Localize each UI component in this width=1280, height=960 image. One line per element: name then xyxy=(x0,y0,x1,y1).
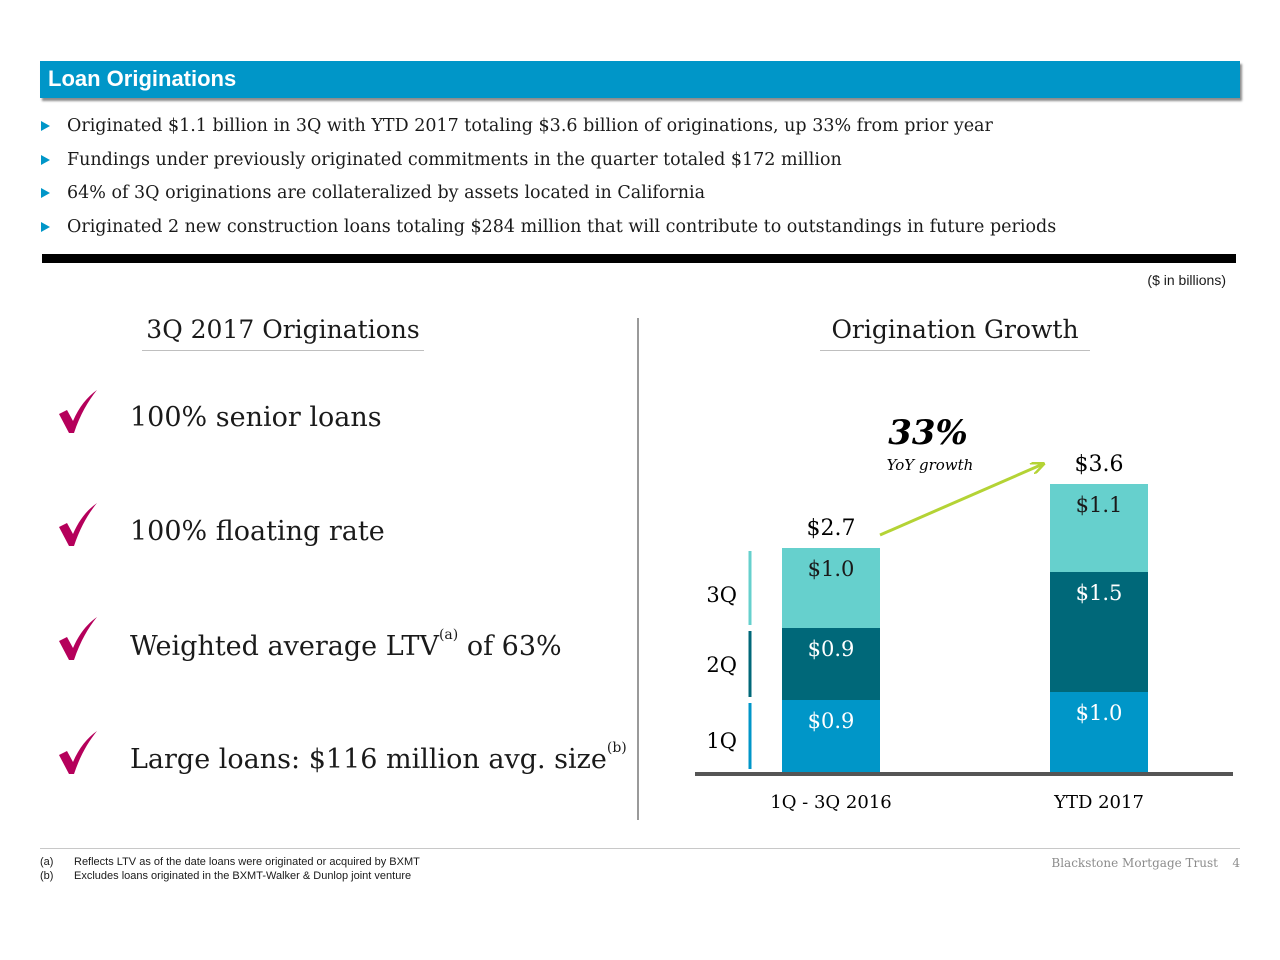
footnote-marker-a: (a) xyxy=(438,627,459,643)
bar-total-label: $3.6 xyxy=(1075,452,1124,477)
feature-text: Large loans: $116 million avg. size xyxy=(130,744,607,775)
bullet-item: Fundings under previously originated com… xyxy=(40,146,1240,180)
feature-text-suffix: of 63% xyxy=(458,631,562,662)
feature-large-loans: Large loans: $116 million avg. size(b) xyxy=(130,740,627,775)
triangle-bullet-icon xyxy=(41,154,50,165)
bullet-text: Fundings under previously originated com… xyxy=(67,149,842,170)
category-tick-label: 1Q - 3Q 2016 xyxy=(770,792,891,813)
bar-segment-2q xyxy=(782,628,880,700)
footnote-marker-b: (b) xyxy=(606,740,627,756)
footnote-b: (b) Excludes loans originated in the BXMT… xyxy=(40,869,420,883)
bar-segment-1q xyxy=(782,700,880,772)
right-heading-underline xyxy=(820,350,1090,351)
left-heading-underline xyxy=(142,350,424,351)
bars-layer: $0.9 $0.9 $1.0 $2.7 1Q - 3Q 2016 $1.0 $1.5 $1.1… xyxy=(706,452,1148,813)
category-tick-label: YTD 2017 xyxy=(1053,792,1144,813)
bullet-text: Originated 2 new construction loans tota… xyxy=(67,216,1057,237)
bullet-text: 64% of 3Q originations are collateralize… xyxy=(67,183,706,203)
footnote-a: (a) Reflects LTV as of the date loans wer… xyxy=(40,855,420,869)
growth-arrow-icon xyxy=(879,464,1043,537)
feature-floating-rate: 100% floating rate xyxy=(130,516,385,547)
footnote-text: Reflects LTV as of the date loans were o… xyxy=(74,856,420,868)
bullet-item: Originated 2 new construction loans tota… xyxy=(40,213,1240,247)
bar-value-label: $0.9 xyxy=(808,637,855,661)
triangle-bullet-icon xyxy=(41,221,50,232)
bar-value-label: $1.1 xyxy=(1076,493,1123,517)
right-section-heading: Origination Growth xyxy=(831,315,1079,344)
growth-caption: YoY growth xyxy=(887,456,974,474)
units-note: ($ in billions) xyxy=(1147,272,1226,288)
footnote-label: (b) xyxy=(40,870,54,882)
bar-value-label: $0.9 xyxy=(808,709,855,733)
quarter-label: 1Q xyxy=(706,729,737,753)
feature-senior-loans: 100% senior loans xyxy=(130,402,382,433)
quarter-label: 2Q xyxy=(706,653,737,677)
bar-segment-3q xyxy=(782,548,880,628)
checkmark-icon xyxy=(59,617,97,660)
title-bar: Loan Originations xyxy=(40,61,1240,98)
bullet-item: 64% of 3Q originations are collateralize… xyxy=(40,179,1240,213)
bar-total-label: $2.7 xyxy=(807,516,856,541)
feature-text: 100% senior loans xyxy=(130,402,382,433)
quarter-label: 3Q xyxy=(706,583,737,607)
triangle-bullet-icon xyxy=(41,121,50,131)
bar-value-label: $1.0 xyxy=(808,557,855,581)
bar-segment-1q xyxy=(1050,692,1148,772)
page-title: Loan Originations xyxy=(48,66,237,91)
footnote-label: (a) xyxy=(40,856,54,868)
footnote-text: Excludes loans originated in the BXMT-Wa… xyxy=(74,870,412,882)
checkmark-icon xyxy=(59,390,97,433)
triangle-bullet-icon xyxy=(41,188,50,198)
left-section-heading: 3Q 2017 Originations xyxy=(146,315,420,344)
footnotes: (a) Reflects LTV as of the date loans wer… xyxy=(40,855,420,883)
brand-name: Blackstone Mortgage Trust xyxy=(1051,856,1218,870)
bullet-item: Originated $1.1 billion in 3Q with YTD 2… xyxy=(40,112,1240,146)
summary-bullets: Originated $1.1 billion in 3Q with YTD 2… xyxy=(40,112,1240,246)
bar-value-label: $1.0 xyxy=(1076,701,1123,725)
bar-value-label: $1.5 xyxy=(1076,581,1123,605)
bar-segment-3q xyxy=(1050,484,1148,572)
feature-text: 100% floating rate xyxy=(130,516,385,547)
checkmark-icon xyxy=(59,731,97,774)
feature-text: Weighted average LTV xyxy=(130,631,439,662)
footer-rule xyxy=(40,848,1240,849)
section-rule xyxy=(42,254,1236,263)
checkmark-icon xyxy=(59,503,97,546)
bar-segment-2q xyxy=(1050,572,1148,692)
bullet-text: Originated $1.1 billion in 3Q with YTD 2… xyxy=(67,116,993,136)
panel-divider xyxy=(637,318,639,820)
feature-weighted-ltv: Weighted average LTV(a) of 63% xyxy=(130,627,562,662)
growth-percent: 33% xyxy=(888,413,968,453)
page-number: 4 xyxy=(1232,856,1240,870)
